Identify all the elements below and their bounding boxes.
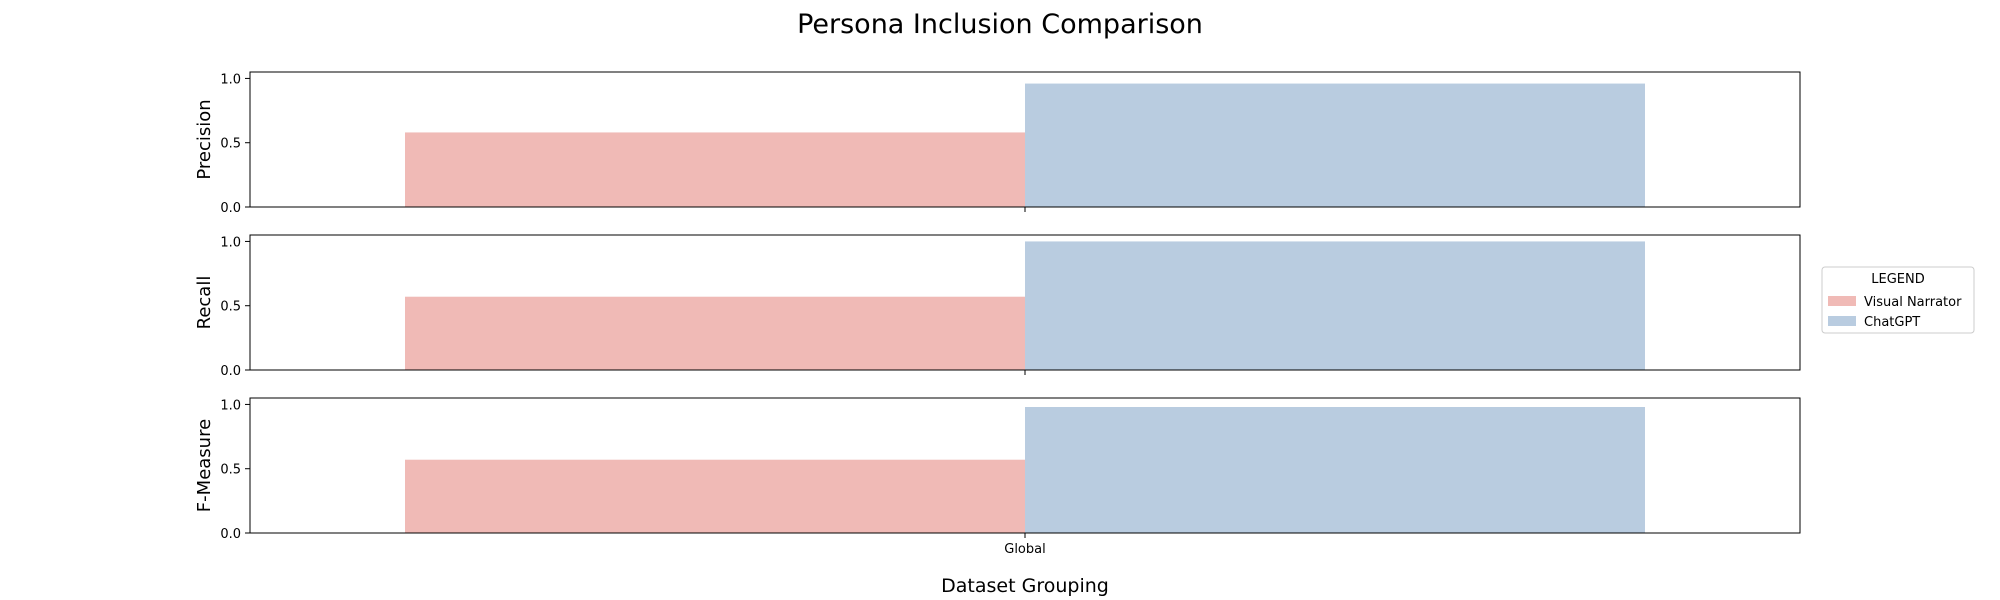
y-axis-label: Precision bbox=[194, 99, 215, 179]
bar-chatgpt bbox=[1025, 83, 1645, 207]
panel-precision: 0.0 0.5 1.0 Precision bbox=[194, 71, 1801, 216]
y-tick-label: 0.0 bbox=[220, 527, 241, 542]
axes-frame bbox=[249, 234, 1801, 371]
y-tick-label: 0.5 bbox=[220, 463, 241, 478]
legend-title: LEGEND bbox=[1871, 272, 1924, 287]
axes-frame bbox=[249, 397, 1801, 534]
legend: LEGEND Visual Narrator ChatGPT bbox=[1821, 266, 1975, 334]
x-axis-label: Dataset Grouping bbox=[941, 575, 1109, 597]
bar-visual-narrator bbox=[405, 132, 1025, 207]
bar-visual-narrator bbox=[405, 459, 1025, 533]
bar-chatgpt bbox=[1025, 407, 1645, 533]
y-tick-label: 0.5 bbox=[220, 137, 241, 152]
bar-chatgpt bbox=[1025, 241, 1645, 370]
y-tick-label: 0.0 bbox=[220, 364, 241, 379]
y-tick-label: 1.0 bbox=[220, 235, 241, 250]
chart-panels: 0.0 0.5 1.0 Precision 0.0 0.5 1.0 Recall Global 0… bbox=[194, 71, 1801, 557]
x-tick-label: Global bbox=[1004, 542, 1045, 557]
y-tick-label: 0.5 bbox=[220, 300, 241, 315]
y-tick-label: 1.0 bbox=[220, 72, 241, 87]
legend-swatch bbox=[1828, 296, 1856, 306]
panel-recall: 0.0 0.5 1.0 Recall bbox=[194, 234, 1801, 379]
chart-title: Persona Inclusion Comparison bbox=[797, 9, 1203, 40]
panel-f-measure: Global 0.0 0.5 1.0 F-Measure bbox=[194, 397, 1801, 557]
legend-swatch bbox=[1828, 316, 1856, 326]
legend-label: ChatGPT bbox=[1864, 315, 1920, 330]
y-tick-label: 1.0 bbox=[220, 398, 241, 413]
legend-label: Visual Narrator bbox=[1864, 295, 1962, 310]
y-axis-label: F-Measure bbox=[194, 419, 215, 512]
legend-box bbox=[1821, 266, 1975, 334]
axes-frame bbox=[249, 71, 1801, 208]
bar-visual-narrator bbox=[405, 296, 1025, 370]
y-axis-label: Recall bbox=[194, 276, 215, 330]
y-tick-label: 0.0 bbox=[220, 201, 241, 216]
